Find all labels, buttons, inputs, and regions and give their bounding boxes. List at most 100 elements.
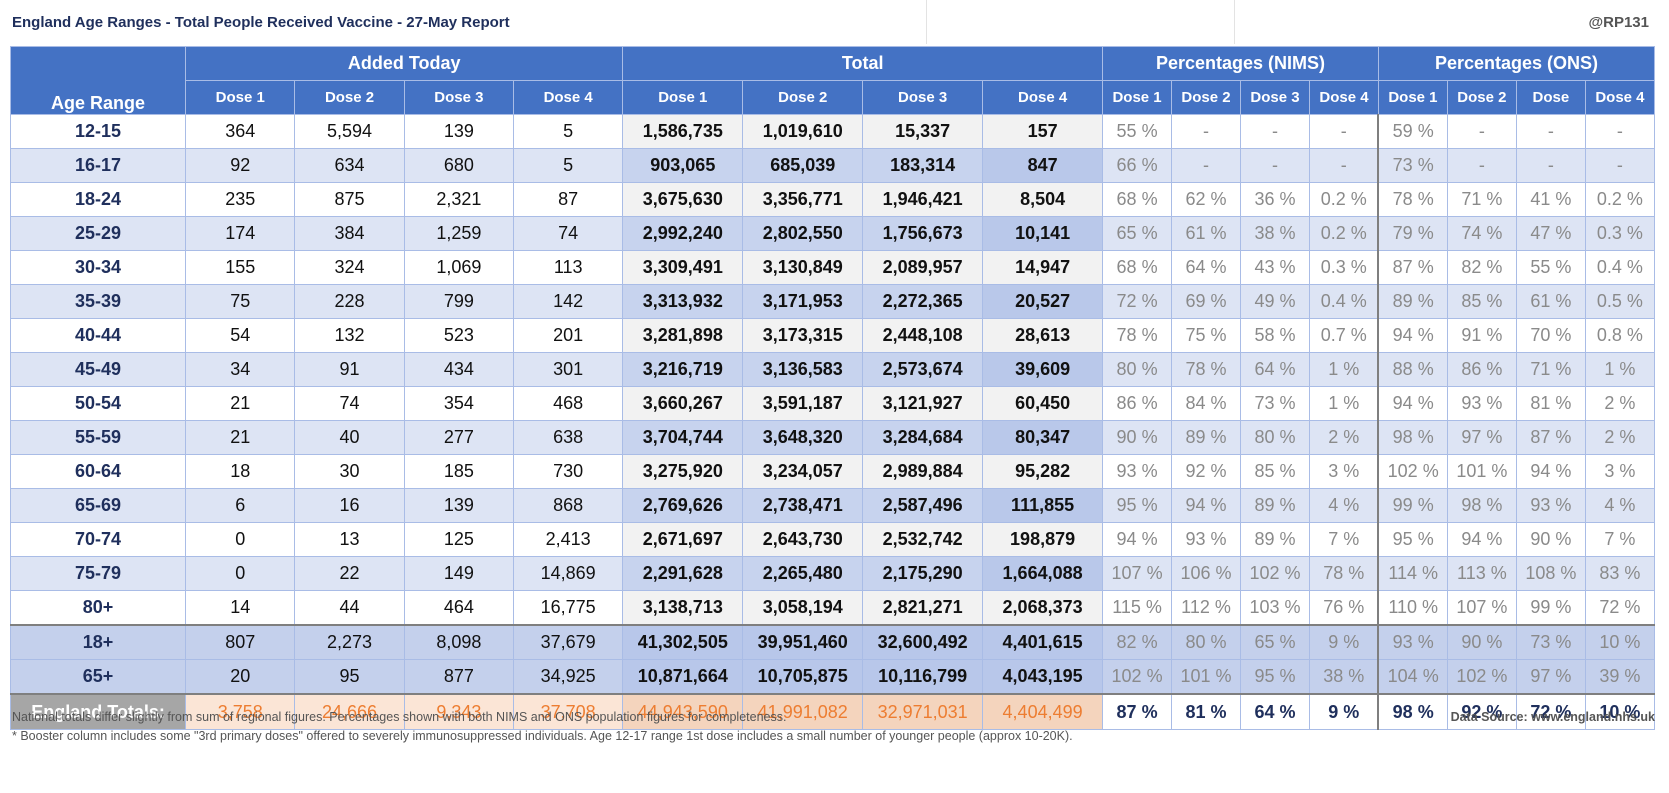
- added-dose4-cell: 468: [512, 386, 624, 421]
- ons-dose1-cell: 89 %: [1377, 284, 1448, 319]
- added-dose3-cell: 185: [403, 454, 514, 489]
- subheader-added-1: Dose 1: [185, 80, 296, 115]
- total-dose2-cell: 3,171,953: [742, 284, 864, 319]
- added-dose2-cell: 13: [294, 522, 405, 557]
- total-dose2-cell: 3,058,194: [742, 590, 864, 626]
- added-dose4-cell: 201: [512, 318, 624, 353]
- report-title: England Age Ranges - Total People Receiv…: [12, 14, 510, 31]
- age-range-cell: 70-74: [9, 522, 187, 557]
- total-dose4-cell: 60,450: [982, 386, 1104, 421]
- table-row: 50-54 21 74 354 468 3,660,267 3,591,187 3,121,9…: [9, 386, 1656, 421]
- nims-dose1-cell: 90 %: [1102, 420, 1173, 455]
- table-row: 18-24 235 875 2,321 87 3,675,630 3,356,771 1,94…: [9, 182, 1656, 217]
- total-dose1-cell: 3,281,898: [622, 318, 744, 353]
- nims-dose3-cell: 38 %: [1240, 216, 1310, 251]
- total-dose1-cell: 3,216,719: [622, 352, 744, 387]
- added-dose4-cell: 87: [512, 182, 624, 217]
- age-range-cell: 12-15: [9, 114, 187, 149]
- total-dose1-cell: 903,065: [622, 148, 744, 183]
- table-row: 65-69 6 16 139 868 2,769,626 2,738,471 2,587,49…: [9, 488, 1656, 523]
- data-source: Data Source: www.england.nhs.uk: [1450, 710, 1655, 724]
- added-dose3-cell: 1,259: [403, 216, 514, 251]
- total-dose4-cell: 4,401,615: [982, 624, 1104, 660]
- ons-dose3-cell: 41 %: [1515, 182, 1586, 217]
- ons-dose3-cell: 73 %: [1515, 624, 1586, 660]
- nims-dose4-cell: 0.2 %: [1308, 182, 1379, 217]
- total-dose2-cell: 10,705,875: [742, 659, 864, 695]
- total-dose3-cell: 2,175,290: [862, 556, 984, 591]
- total-dose1-cell: 10,871,664: [622, 659, 744, 695]
- age-range-cell: 16-17: [9, 148, 187, 183]
- total-dose1-cell: 3,309,491: [622, 250, 744, 285]
- table-row: 30-34 155 324 1,069 113 3,309,491 3,130,849 2,0…: [9, 250, 1656, 285]
- subheader-nims-4: Dose 4: [1308, 80, 1379, 115]
- totals-ons-dose2-cell: 92 %: [1446, 693, 1517, 730]
- nims-dose4-cell: 7 %: [1308, 522, 1379, 557]
- total-dose3-cell: 2,573,674: [862, 352, 984, 387]
- nims-dose4-cell: 2 %: [1308, 420, 1379, 455]
- total-dose1-cell: 1,586,735: [622, 114, 744, 149]
- ons-dose4-cell: 72 %: [1584, 590, 1656, 626]
- nims-dose1-cell: 102 %: [1102, 659, 1173, 695]
- nims-dose4-cell: -: [1308, 148, 1379, 183]
- nims-dose2-cell: 64 %: [1171, 250, 1242, 285]
- ons-dose1-cell: 99 %: [1377, 488, 1448, 523]
- added-dose1-cell: 34: [185, 352, 296, 387]
- table-row: 18+ 807 2,273 8,098 37,679 41,302,505 39,951,4…: [9, 624, 1656, 660]
- nims-dose2-cell: 61 %: [1171, 216, 1242, 251]
- nims-dose2-cell: 106 %: [1171, 556, 1242, 591]
- added-dose1-cell: 155: [185, 250, 296, 285]
- subheader-ons-2: Dose 2: [1446, 80, 1517, 115]
- ons-dose3-cell: 71 %: [1515, 352, 1586, 387]
- ons-dose2-cell: 94 %: [1446, 522, 1517, 557]
- nims-dose3-cell: 89 %: [1240, 522, 1310, 557]
- subheader-total-4: Dose 4: [982, 80, 1104, 115]
- nims-dose3-cell: 89 %: [1240, 488, 1310, 523]
- ons-dose1-cell: 110 %: [1377, 590, 1448, 626]
- added-dose3-cell: 680: [403, 148, 514, 183]
- added-dose1-cell: 54: [185, 318, 296, 353]
- nims-dose1-cell: 72 %: [1102, 284, 1173, 319]
- added-dose4-cell: 301: [512, 352, 624, 387]
- added-dose2-cell: 44: [294, 590, 405, 626]
- total-dose3-cell: 2,989,884: [862, 454, 984, 489]
- ons-dose4-cell: 39 %: [1584, 659, 1656, 695]
- added-dose2-cell: 40: [294, 420, 405, 455]
- nims-dose2-cell: 69 %: [1171, 284, 1242, 319]
- added-dose3-cell: 877: [403, 659, 514, 695]
- ons-dose1-cell: 104 %: [1377, 659, 1448, 695]
- added-dose4-cell: 5: [512, 148, 624, 183]
- added-dose1-cell: 364: [185, 114, 296, 149]
- nims-dose2-cell: 94 %: [1171, 488, 1242, 523]
- nims-dose3-cell: 102 %: [1240, 556, 1310, 591]
- totals-added-dose1-cell: 3,758: [185, 693, 296, 730]
- ons-dose2-cell: 98 %: [1446, 488, 1517, 523]
- age-range-cell: 65-69: [9, 488, 187, 523]
- table-row: 55-59 21 40 277 638 3,704,744 3,648,320 3,284,6…: [9, 420, 1656, 455]
- subheader-added-2: Dose 2: [294, 80, 405, 115]
- total-dose4-cell: 111,855: [982, 488, 1104, 523]
- ons-dose4-cell: 0.3 %: [1584, 216, 1656, 251]
- divider: [926, 0, 927, 44]
- added-dose1-cell: 21: [185, 420, 296, 455]
- added-dose1-cell: 20: [185, 659, 296, 695]
- ons-dose1-cell: 114 %: [1377, 556, 1448, 591]
- subheader-total-1: Dose 1: [622, 80, 744, 115]
- added-dose4-cell: 2,413: [512, 522, 624, 557]
- subheader-total-3: Dose 3: [862, 80, 984, 115]
- total-dose2-cell: 685,039: [742, 148, 864, 183]
- added-dose4-cell: 868: [512, 488, 624, 523]
- nims-dose1-cell: 66 %: [1102, 148, 1173, 183]
- ons-dose2-cell: 74 %: [1446, 216, 1517, 251]
- ons-dose2-cell: 102 %: [1446, 659, 1517, 695]
- divider: [1234, 0, 1235, 44]
- table-row: 16-17 92 634 680 5 903,065 685,039 183,314 847 66…: [9, 148, 1656, 183]
- added-dose1-cell: 75: [185, 284, 296, 319]
- total-dose3-cell: 2,448,108: [862, 318, 984, 353]
- nims-dose3-cell: -: [1240, 114, 1310, 149]
- age-range-cell: 18+: [9, 624, 187, 660]
- added-dose4-cell: 638: [512, 420, 624, 455]
- ons-dose4-cell: 1 %: [1584, 352, 1656, 387]
- total-dose3-cell: 15,337: [862, 114, 984, 149]
- table-row: 65+ 20 95 877 34,925 10,871,664 10,705,875 10,1…: [9, 659, 1656, 695]
